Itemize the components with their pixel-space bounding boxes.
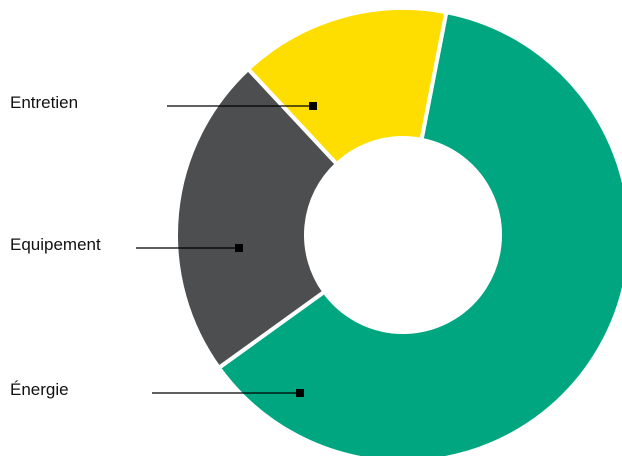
donut-slices bbox=[174, 6, 622, 456]
leader-marker-entretien bbox=[309, 102, 317, 110]
slice-energie bbox=[216, 9, 622, 456]
leader-marker-energie bbox=[296, 389, 304, 397]
slice-entretien bbox=[174, 66, 340, 371]
slice-equipement bbox=[245, 6, 449, 167]
slice-labels: Énergie Entretien Equipement bbox=[10, 93, 317, 399]
label-energie: Énergie bbox=[10, 380, 69, 399]
label-equipement: Equipement bbox=[10, 235, 101, 254]
leader-marker-equipement bbox=[235, 244, 243, 252]
label-entretien: Entretien bbox=[10, 93, 78, 112]
